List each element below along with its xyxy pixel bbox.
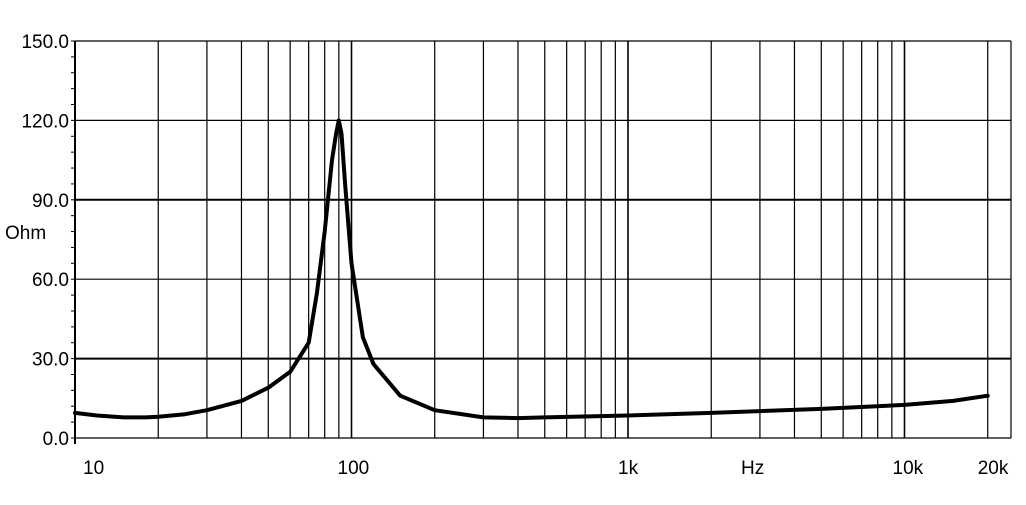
grid-lines [71,40,1012,444]
y-tick-label: 120.0 [21,111,69,132]
x-tick-label: 10k [893,458,924,479]
x-tick-label: 10 [83,458,104,479]
y-tick-label: 60.0 [32,270,69,291]
y-tick-label: 90.0 [32,191,69,212]
x-tick-label: 100 [338,458,370,479]
y-axis-label: Ohm [5,223,46,244]
x-axis-label: Hz [741,458,764,479]
x-tick-label: 20k [978,458,1009,479]
x-axis-ticks: 10 100 1k 10k 20k [83,458,1009,479]
y-axis-ticks: 0.0 30.0 60.0 90.0 120.0 150.0 [21,32,69,450]
y-tick-label: 150.0 [21,32,69,53]
x-tick-label: 1k [618,458,639,479]
impedance-curve [73,118,990,421]
y-tick-label: 30.0 [32,350,69,371]
y-tick-label: 0.0 [43,429,69,450]
